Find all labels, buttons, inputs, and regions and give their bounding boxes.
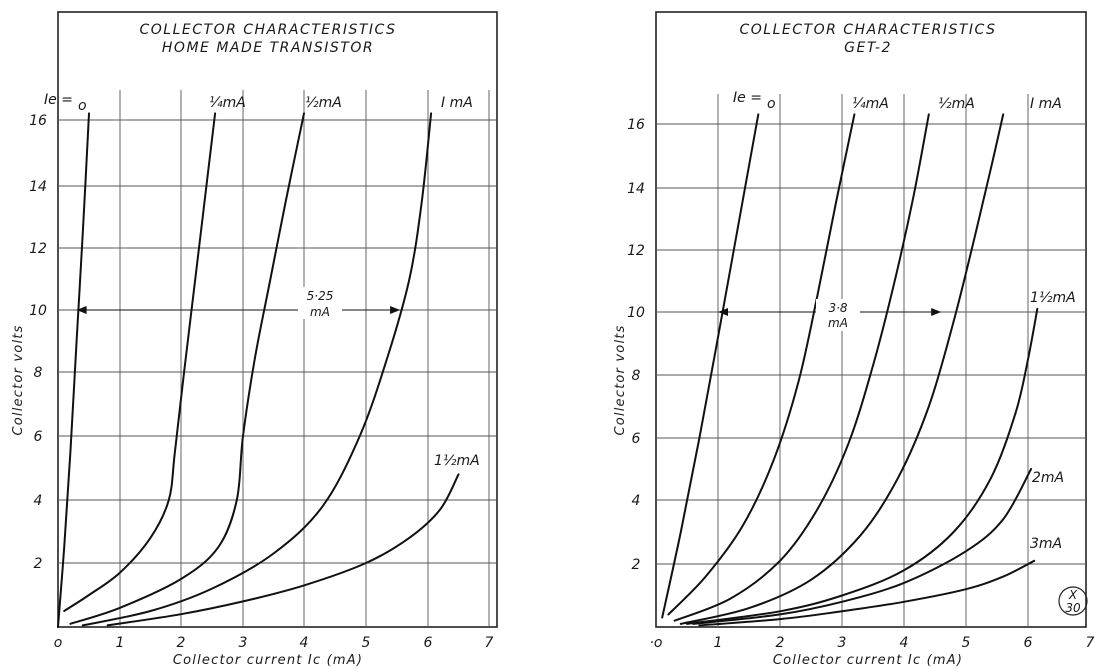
chart-title: COLLECTOR CHARACTERISTICS — [140, 22, 397, 38]
dimension-value: 3·8 — [828, 301, 847, 315]
dimension-arrowhead-left — [718, 308, 728, 316]
series-label: Ie = — [44, 92, 73, 108]
series-curve-4 — [81, 112, 433, 627]
x-tick-label: 3 — [239, 635, 248, 651]
y-tick-label: 14 — [627, 181, 645, 197]
series-label-subscript: o — [78, 98, 87, 114]
series-label: ¼mA — [209, 95, 246, 111]
series-curve-4 — [679, 113, 1005, 625]
y-tick-label: 6 — [632, 431, 641, 447]
series-label: 1½mA — [434, 453, 480, 469]
dimension-unit: mA — [310, 305, 330, 319]
chart-panels: COLLECTOR CHARACTERISTICS HOME MADE TRANS… — [11, 11, 1095, 668]
series-label: ½mA — [305, 95, 342, 111]
y-tick-label: 16 — [29, 113, 47, 129]
dimension-label-backdrop — [298, 287, 342, 319]
chart-title: COLLECTOR CHARACTERISTICS — [740, 22, 997, 38]
series-curve-1 — [57, 112, 90, 628]
x-tick-label: 7 — [485, 635, 494, 651]
y-axis-label: Collector volts — [613, 324, 628, 435]
y-tick-label: 4 — [34, 493, 43, 509]
x-tick-label: 5 — [962, 635, 971, 651]
x-tick-label: 1 — [714, 635, 723, 651]
series-label: 1½mA — [1030, 290, 1076, 306]
series-label: ½mA — [938, 96, 975, 112]
x-tick-label: ·o — [649, 635, 662, 651]
stamp-circle — [1058, 586, 1088, 616]
y-tick-label: 8 — [34, 365, 43, 381]
x-axis-label: Collector current Ic (mA) — [773, 653, 963, 668]
series-curve-3 — [69, 112, 305, 625]
series-label: 3mA — [1030, 536, 1062, 552]
series-curve-5 — [686, 307, 1039, 625]
dimension-label-backdrop — [816, 299, 860, 331]
series-label-subscript: o — [767, 96, 776, 112]
series-label: I mA — [1030, 96, 1062, 112]
y-axis-label: Collector volts — [11, 324, 26, 435]
x-tick-label: 2 — [177, 635, 186, 651]
stamp-line-1: X — [1068, 588, 1078, 602]
y-tick-label: 14 — [29, 179, 47, 195]
y-tick-label: 10 — [29, 303, 47, 319]
dimension-arrowhead-right — [931, 308, 942, 316]
series-curve-3 — [673, 113, 930, 622]
y-tick-label: 12 — [29, 241, 47, 257]
plot-frame — [57, 11, 498, 628]
x-tick-label: 5 — [362, 635, 371, 651]
dimension-value: 5·25 — [307, 289, 334, 303]
series-curve-7 — [698, 559, 1036, 627]
chart-subtitle: HOME MADE TRANSISTOR — [162, 40, 374, 56]
x-axis-label: Collector current Ic (mA) — [173, 653, 363, 668]
series-label: 2mA — [1032, 470, 1064, 486]
y-tick-label: 2 — [632, 557, 641, 573]
x-tick-label: 6 — [1024, 635, 1033, 651]
y-tick-label: 10 — [627, 305, 645, 321]
dimension-arrowhead-left — [76, 306, 87, 314]
series-label: ¼mA — [852, 96, 889, 112]
y-tick-label: 2 — [34, 556, 43, 572]
series-curve-1 — [661, 113, 760, 619]
y-tick-label: 4 — [632, 493, 641, 509]
plot-frame — [655, 11, 1087, 628]
series-label: I mA — [441, 95, 473, 111]
x-tick-label: 4 — [900, 635, 909, 651]
series-curve-2 — [667, 113, 856, 616]
x-tick-label: 3 — [838, 635, 847, 651]
series-curve-6 — [692, 468, 1033, 625]
x-tick-label: 2 — [776, 635, 785, 651]
chart-subtitle: GET-2 — [844, 40, 892, 56]
x-tick-label: 1 — [116, 635, 125, 651]
series-curve-2 — [63, 112, 217, 612]
x-tick-label: 7 — [1086, 635, 1095, 651]
chart-panel-2: COLLECTOR CHARACTERISTICSGET-22468101214… — [613, 11, 1095, 668]
dimension-arrowhead-right — [390, 306, 401, 314]
y-tick-label: 12 — [627, 243, 645, 259]
y-tick-label: 16 — [627, 117, 645, 133]
stamp-line-2: 30 — [1065, 601, 1081, 615]
series-label: Ie = — [733, 90, 762, 106]
x-tick-label: 4 — [300, 635, 309, 651]
y-tick-label: 8 — [632, 368, 641, 384]
x-tick-label: 6 — [424, 635, 433, 651]
x-tick-label: o — [54, 635, 63, 651]
chart-panel-1: COLLECTOR CHARACTERISTICS HOME MADE TRANS… — [11, 11, 498, 668]
series-curve-5 — [106, 473, 460, 627]
dimension-unit: mA — [828, 316, 848, 330]
y-tick-label: 6 — [34, 429, 43, 445]
